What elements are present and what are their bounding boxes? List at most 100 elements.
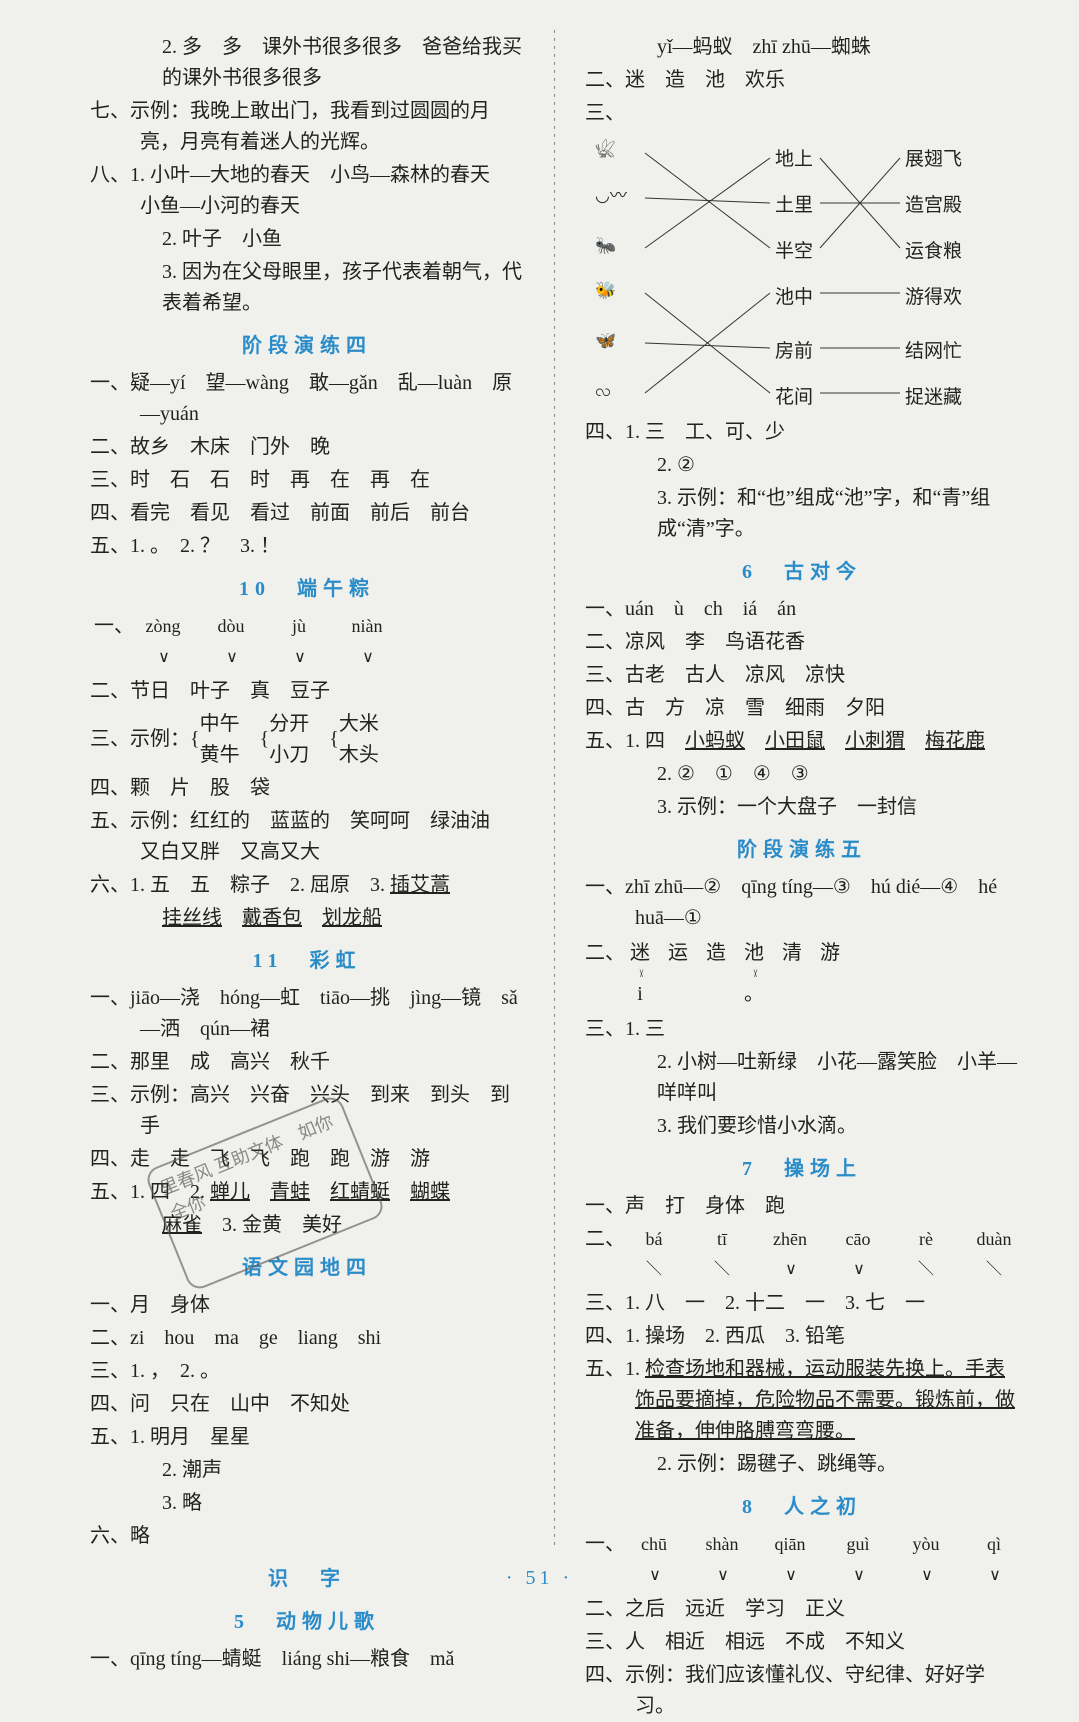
cell: 分开 bbox=[269, 709, 309, 740]
diagram-label: 展翅飞 bbox=[905, 145, 962, 174]
pinyin: zhēn bbox=[766, 1226, 814, 1254]
left-column: 2. 多 多 课外书很多很多 爸爸给我买的课外书很多很多 七、示例：我晚上敢出门… bbox=[90, 30, 524, 1550]
branch: \ / bbox=[744, 969, 764, 979]
tree-row: 二、 迷\ /i 运 造 池\ /。 清 游 bbox=[585, 936, 1019, 1012]
text-line: 五、1. 明月 星星 bbox=[90, 1422, 524, 1453]
text-line: 3. 示例：一个大盘子 一封信 bbox=[585, 792, 1019, 823]
section-heading: 10 端午粽 bbox=[90, 574, 524, 605]
text-line: 六、1. 五 五 粽子 2. 屈原 3. 插艾蒿 bbox=[90, 870, 524, 901]
text-line: 2. ② bbox=[585, 450, 1019, 481]
pinyin: qiān bbox=[766, 1531, 814, 1559]
cell: 大米 bbox=[339, 709, 379, 740]
text-line: 一、qīng tíng—蜻蜓 liáng shi—粮食 mǎ bbox=[90, 1644, 524, 1675]
diagram-label: 房前 bbox=[775, 337, 813, 366]
pinyin: niàn bbox=[343, 613, 391, 641]
diagram-label: 运食粮 bbox=[905, 237, 962, 266]
text-line: 八、1. 小叶—大地的春天 小鸟—森林的春天 小鱼—小河的春天 bbox=[90, 160, 524, 222]
pinyin: tī bbox=[698, 1226, 746, 1254]
section-heading: 7 操场上 bbox=[585, 1154, 1019, 1185]
pinyin: yòu bbox=[902, 1531, 950, 1559]
text-line: 挂丝线 戴香包 划龙船 bbox=[90, 903, 524, 934]
text-line: yǐ—蚂蚁 zhī zhū—蜘蛛 bbox=[585, 32, 1019, 63]
label: 三、示例： bbox=[90, 724, 190, 755]
u-text: 红蜻蜓 bbox=[330, 1181, 390, 1203]
text-line: 四、看完 看见 看过 前面 前后 前台 bbox=[90, 498, 524, 529]
text-line: 一、疑—yí 望—wàng 敢—gǎn 乱—luàn 原—yuán bbox=[90, 368, 524, 430]
column-divider bbox=[554, 30, 555, 1550]
text-line: 一、zhī zhū—② qīng tíng—③ hú dié—④ hé huā—… bbox=[585, 872, 1019, 934]
u-text: 小蚂蚁 bbox=[685, 730, 745, 752]
tree-top: 造 bbox=[706, 942, 726, 964]
text-line: 四、走 走 飞 飞 跑 跑 游 游 bbox=[90, 1144, 524, 1175]
u-text: 青蛙 bbox=[270, 1181, 310, 1203]
text-line: 五、示例：红红的 蓝蓝的 笑呵呵 绿油油 又白又胖 又高又大 bbox=[90, 806, 524, 868]
text-line: 三、 bbox=[585, 98, 1019, 129]
text: 五、1. 四 bbox=[585, 730, 685, 752]
right-column: yǐ—蚂蚁 zhī zhū—蜘蛛 二、迷 造 池 欢乐 三、 bbox=[585, 30, 1019, 1550]
cell: 木头 bbox=[339, 740, 379, 771]
text-line: 二、故乡 木床 门外 晚 bbox=[90, 432, 524, 463]
pinyin: qì bbox=[970, 1531, 1018, 1559]
text-line: 四、示例：我们应该懂礼仪、守纪律、好好学习。 bbox=[585, 1660, 1019, 1722]
text: 五、1. bbox=[585, 1358, 645, 1380]
tree-top: 清 bbox=[782, 942, 802, 964]
text-line: 2. 叶子 小鱼 bbox=[90, 224, 524, 255]
section-heading: 8 人之初 bbox=[585, 1492, 1019, 1523]
text-line: 二、zi hou ma ge liang shi bbox=[90, 1323, 524, 1354]
text-line: 三、时 石 石 时 再 在 再 在 bbox=[90, 465, 524, 496]
matching-diagram: 𓆤 ◡〰 🐜 🐝 🦋 လ 地上 土里 半空 池中 房前 花间 展翅飞 造宫殿 运… bbox=[585, 133, 1019, 413]
pinyin: duàn bbox=[970, 1226, 1018, 1254]
text-line: 2. 小树—吐新绿 小花—露笑脸 小羊—咩咩叫 bbox=[585, 1047, 1019, 1109]
text-line: 一、uán ù ch iá án bbox=[585, 594, 1019, 625]
section-heading: 阶段演练五 bbox=[585, 835, 1019, 866]
butterfly-icon: 🦋 bbox=[595, 328, 641, 364]
u-text: 挂丝线 bbox=[162, 907, 222, 929]
page-number: · 51 · bbox=[0, 1567, 1079, 1590]
text-line: 麻雀 3. 金黄 美好 bbox=[90, 1210, 524, 1241]
diagram-label: 半空 bbox=[775, 237, 813, 266]
text-line: 三、人 相近 相远 不成 不知义 bbox=[585, 1627, 1019, 1658]
text-line: 三、示例：高兴 兴奋 兴头 到来 到头 到手 bbox=[90, 1080, 524, 1142]
diagram-label: 造宫殿 bbox=[905, 191, 962, 220]
section-heading: 5 动物儿歌 bbox=[90, 1607, 524, 1638]
pinyin: bá bbox=[630, 1226, 678, 1254]
text: 五、1. 四 2. bbox=[90, 1181, 210, 1203]
branch: \ / bbox=[630, 969, 650, 979]
bee-icon: 🐝 bbox=[595, 278, 641, 314]
u-text: 小刺猬 bbox=[845, 730, 905, 752]
text-line: 七、示例：我晚上敢出门，我看到过圆圆的月亮，月亮有着迷人的光辉。 bbox=[90, 96, 524, 158]
text-line: 二、凉风 李 鸟语花香 bbox=[585, 627, 1019, 658]
label: 二、 bbox=[585, 942, 625, 964]
text-line: 一、月 身体 bbox=[90, 1290, 524, 1321]
text-line: 四、问 只在 山中 不知处 bbox=[90, 1389, 524, 1420]
text-line: 2. 多 多 课外书很多很多 爸爸给我买的课外书很多很多 bbox=[90, 32, 524, 94]
cell: 小刀 bbox=[269, 740, 309, 771]
u-text: 小田鼠 bbox=[765, 730, 825, 752]
pinyin: zòng bbox=[139, 613, 187, 641]
u-text: 蝴蝶 bbox=[410, 1181, 450, 1203]
text-line: 五、1. 四 2. 蝉儿 青蛙 红蜻蜓 蝴蝶 bbox=[90, 1177, 524, 1208]
diagram-label: 土里 bbox=[775, 191, 813, 220]
pinyin-row: 二、 bá＼ tī＼ zhēn∨ cāo∨ rè＼ duàn＼ bbox=[585, 1224, 1019, 1287]
tadpole-icon: လ bbox=[595, 378, 641, 414]
pinyin-row: 一、 zòng∨ dòu∨ jù∨ niàn∨ bbox=[90, 611, 524, 674]
text-line: 一、jiāo—浇 hóng—虹 tiāo—挑 jìng—镜 sǎ—洒 qún—裙 bbox=[90, 983, 524, 1045]
pinyin: dòu bbox=[207, 613, 255, 641]
text-line: 三、古老 古人 凉风 凉快 bbox=[585, 660, 1019, 691]
tree-top: 池 bbox=[744, 942, 764, 964]
diagram-label: 捉迷藏 bbox=[905, 383, 962, 412]
pinyin: rè bbox=[902, 1226, 950, 1254]
text-line: 五、1. 检查场地和器械，运动服装先换上。手表饰品要摘掉，危险物品不需要。锻炼前… bbox=[585, 1354, 1019, 1447]
pinyin: chū bbox=[630, 1531, 678, 1559]
dragonfly-icon: 𓆤 bbox=[595, 138, 641, 174]
diagram-label: 地上 bbox=[775, 145, 813, 174]
tree-bot: 。 bbox=[744, 983, 764, 1005]
text-line: 六、略 bbox=[90, 1521, 524, 1552]
u-text: 插艾蒿 bbox=[390, 874, 450, 896]
tree-bot: i bbox=[637, 983, 643, 1005]
text-line: 3. 示例：和“也”组成“池”字，和“青”组成“清”字。 bbox=[585, 483, 1019, 545]
diagram-label: 结网忙 bbox=[905, 337, 962, 366]
u-text: 检查场地和器械，运动服装先换上。手表饰品要摘掉，危险物品不需要。锻炼前，做准备，… bbox=[635, 1358, 1015, 1442]
text-line: 三、1. 八 一 2. 十二 一 3. 七 一 bbox=[585, 1288, 1019, 1319]
text-line: 3. 因为在父母眼里，孩子代表着朝气，代表着希望。 bbox=[90, 257, 524, 319]
